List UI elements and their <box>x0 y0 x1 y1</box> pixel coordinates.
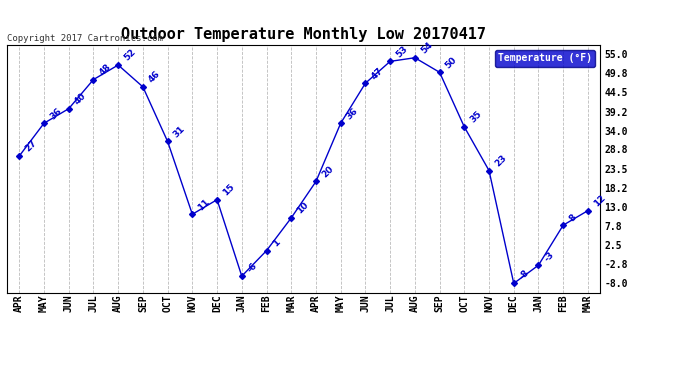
Title: Outdoor Temperature Monthly Low 20170417: Outdoor Temperature Monthly Low 20170417 <box>121 27 486 42</box>
Text: 10: 10 <box>295 201 310 216</box>
Text: 52: 52 <box>122 48 137 63</box>
Text: 27: 27 <box>23 138 39 154</box>
Text: 23: 23 <box>493 153 509 168</box>
Text: 40: 40 <box>73 92 88 106</box>
Text: 35: 35 <box>469 110 484 125</box>
Text: 11: 11 <box>197 197 212 212</box>
Text: 54: 54 <box>419 40 434 56</box>
Text: -6: -6 <box>246 261 259 274</box>
Text: Copyright 2017 Cartronics.com: Copyright 2017 Cartronics.com <box>7 34 163 43</box>
Text: 20: 20 <box>320 164 335 179</box>
Text: -8: -8 <box>518 268 531 281</box>
Text: 15: 15 <box>221 182 237 198</box>
Text: 53: 53 <box>394 44 409 59</box>
Text: 36: 36 <box>48 106 63 121</box>
Text: 36: 36 <box>345 106 360 121</box>
Text: 31: 31 <box>172 124 187 139</box>
Text: 8: 8 <box>567 212 578 223</box>
Text: 47: 47 <box>370 66 385 81</box>
Text: -3: -3 <box>542 250 556 263</box>
Text: 50: 50 <box>444 55 459 70</box>
Text: 46: 46 <box>147 69 162 85</box>
Legend: Temperature (°F): Temperature (°F) <box>495 50 595 67</box>
Text: 1: 1 <box>270 238 282 249</box>
Text: 12: 12 <box>592 193 607 208</box>
Text: 48: 48 <box>97 62 113 77</box>
